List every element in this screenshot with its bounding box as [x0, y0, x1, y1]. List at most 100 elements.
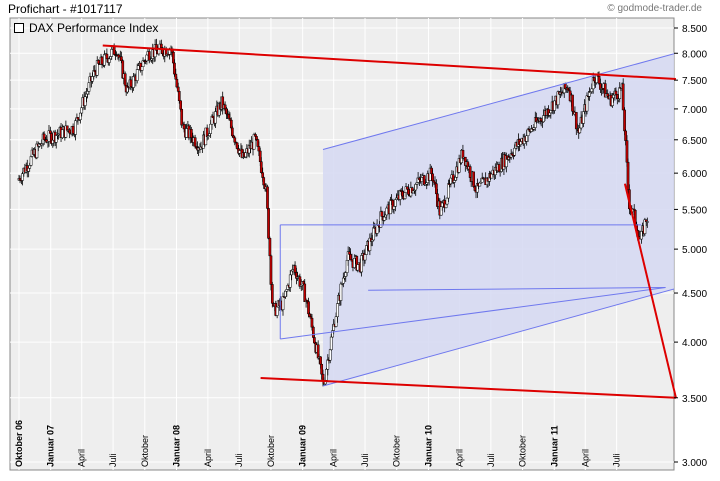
y-tick-label: 5.000 [682, 245, 707, 256]
candle-body [132, 76, 135, 88]
candle-body [468, 166, 472, 178]
candle-body [107, 58, 111, 63]
candle-body [110, 49, 114, 57]
legend-label: DAX Performance Index [29, 21, 159, 35]
candle-body [120, 56, 123, 61]
x-tick-label: April [454, 449, 464, 467]
candle-body [319, 356, 322, 365]
candle-body [407, 189, 410, 195]
candle-body [185, 128, 188, 138]
candle-body [176, 86, 180, 92]
candle-body [592, 77, 596, 82]
y-tick-label: 8.000 [682, 49, 707, 60]
red-trend-line [260, 376, 676, 399]
candle-body [76, 117, 80, 120]
candle-body [228, 118, 232, 121]
candle-body [221, 96, 225, 109]
candle-body [105, 53, 109, 60]
price-candles [17, 38, 649, 387]
candle-body [375, 224, 379, 234]
source-credit: © godmode-trader.de [607, 3, 702, 14]
candle-body [645, 221, 649, 223]
candle-body [382, 216, 386, 221]
candle-body [235, 142, 239, 149]
candle-body [255, 136, 258, 140]
candle-body [293, 265, 297, 273]
candle-body [585, 95, 589, 112]
candle-body [28, 165, 32, 169]
x-tick-label: Juli [108, 453, 118, 467]
candle-body [452, 180, 456, 183]
candle-body [209, 123, 212, 134]
candle-body [175, 78, 179, 88]
candle-body [288, 274, 292, 288]
candle-body [145, 54, 149, 62]
blue-trend-line [322, 288, 674, 387]
candle-body [267, 208, 270, 239]
x-tick-label: Oktober 06 [14, 420, 24, 467]
candle-body [182, 124, 186, 130]
candle-body [95, 60, 99, 76]
x-tick-label: April [329, 449, 339, 467]
candle-body [140, 66, 144, 71]
candle-body [392, 206, 396, 210]
x-tick-label: Juli [486, 453, 496, 467]
candle-body [269, 255, 273, 285]
candle-body [61, 129, 64, 138]
candle-body [395, 197, 398, 200]
candle-body [571, 94, 574, 112]
x-tick-label: April [203, 449, 213, 467]
candle-body [233, 137, 237, 143]
red-trend-line [102, 44, 676, 81]
candle-body [54, 135, 58, 143]
candle-body [556, 91, 560, 106]
candle-body [440, 202, 444, 207]
candle-body [325, 369, 328, 381]
y-tick-label: 6.000 [682, 169, 707, 180]
candle-body [414, 184, 418, 191]
candle-body [214, 111, 217, 124]
candle-body [223, 104, 227, 110]
candle-body [513, 147, 516, 156]
candle-body [281, 296, 285, 310]
candle-body [313, 337, 316, 344]
x-tick-label: Oktober [140, 435, 150, 467]
candle-body [103, 53, 106, 66]
candle-body [329, 336, 333, 350]
candle-body [372, 227, 376, 241]
candle-body [370, 239, 374, 242]
candle-body [380, 211, 384, 217]
candle-body [612, 94, 615, 99]
y-axis: 3.000 3.500 4.000 4.500 5.000 5.500 6.000 6.500… [674, 24, 707, 469]
candle-body [135, 69, 139, 81]
candle-body [180, 108, 184, 126]
y-tick-label: 5.500 [682, 205, 707, 216]
x-tick-label: Juli [612, 453, 622, 467]
candle-body [78, 112, 82, 120]
candle-body [307, 301, 310, 315]
trend-channel [322, 53, 674, 387]
x-tick-label: Oktober [266, 435, 276, 467]
candle-body [262, 177, 266, 186]
candle-body [341, 277, 345, 284]
candle-body [578, 127, 582, 134]
candle-body [626, 161, 630, 190]
candle-body [525, 135, 529, 142]
candle-body [179, 100, 182, 110]
candle-body [284, 290, 287, 297]
candle-body [71, 126, 75, 134]
candle-body [308, 313, 311, 317]
candle-body [532, 127, 536, 130]
candle-body [472, 171, 475, 187]
candle-body [189, 129, 193, 138]
candle-body [621, 83, 625, 111]
x-tick-label: April [580, 449, 590, 467]
candle-body [177, 91, 181, 102]
candle-body [320, 363, 323, 375]
candle-body [270, 284, 274, 304]
candle-body [266, 186, 269, 209]
candle-body [339, 283, 343, 301]
candle-body [230, 127, 234, 137]
candle-body [566, 87, 570, 91]
candle-body [356, 264, 360, 271]
